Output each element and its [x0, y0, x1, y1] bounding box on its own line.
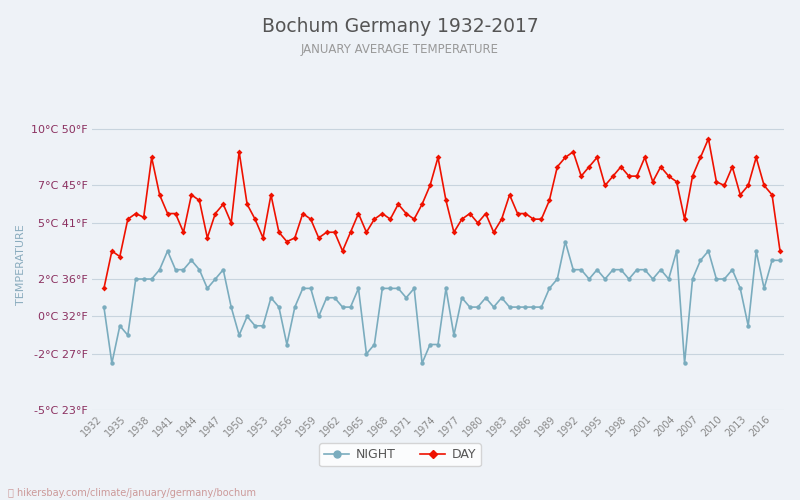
DAY	[616, 164, 626, 170]
DAY	[170, 210, 180, 216]
DAY	[99, 286, 109, 292]
NIGHT	[107, 360, 117, 366]
Line: DAY: DAY	[102, 136, 782, 290]
Y-axis label: TEMPERATURE: TEMPERATURE	[16, 224, 26, 306]
NIGHT	[178, 266, 188, 272]
DAY	[131, 210, 141, 216]
Text: Bochum Germany 1932-2017: Bochum Germany 1932-2017	[262, 18, 538, 36]
DAY	[426, 182, 435, 188]
NIGHT	[123, 332, 133, 338]
NIGHT	[775, 258, 785, 264]
NIGHT	[433, 342, 442, 347]
DAY	[115, 254, 125, 260]
Line: NIGHT: NIGHT	[102, 240, 782, 366]
Text: JANUARY AVERAGE TEMPERATURE: JANUARY AVERAGE TEMPERATURE	[301, 42, 499, 56]
DAY	[704, 136, 714, 141]
NIGHT	[139, 276, 149, 282]
DAY	[775, 248, 785, 254]
DAY	[672, 178, 682, 184]
Legend: NIGHT, DAY: NIGHT, DAY	[319, 443, 481, 466]
NIGHT	[688, 276, 698, 282]
NIGHT	[561, 238, 570, 244]
NIGHT	[632, 266, 642, 272]
NIGHT	[99, 304, 109, 310]
Text: 🔑 hikersbay.com/climate/january/germany/bochum: 🔑 hikersbay.com/climate/january/germany/…	[8, 488, 256, 498]
